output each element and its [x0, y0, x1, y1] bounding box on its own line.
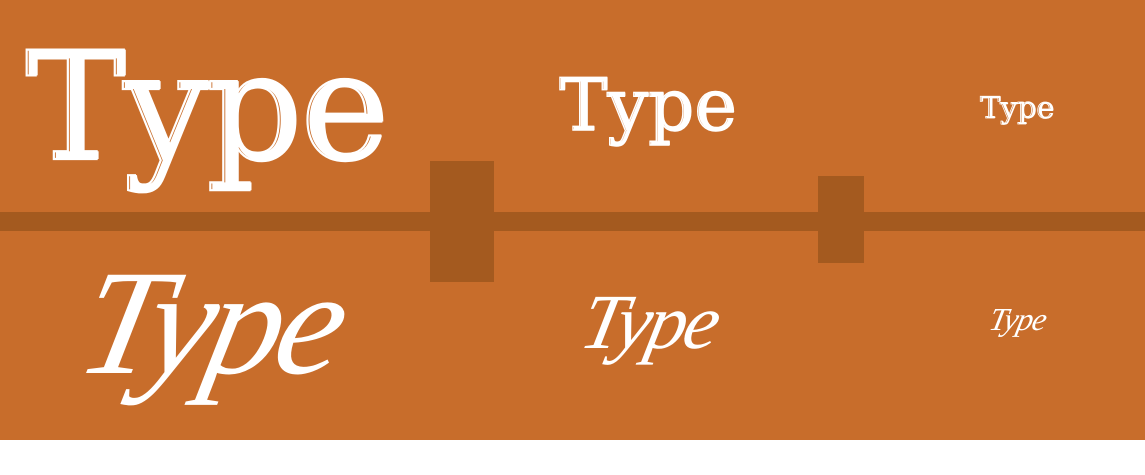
script-type-medium: Type [573, 278, 727, 365]
divider-block-right [818, 176, 864, 263]
engraved-type-large: Type [24, 21, 390, 195]
engraved-type-medium: Type [559, 63, 738, 147]
script-type-small: Type [986, 301, 1050, 337]
type-specimen-panel: Type Type Type Type Type Type [0, 0, 1145, 440]
script-type-large: Type [66, 240, 358, 406]
horizontal-divider-band [0, 212, 1145, 231]
divider-block-left [430, 161, 494, 282]
engraved-type-small: Type [980, 91, 1055, 126]
